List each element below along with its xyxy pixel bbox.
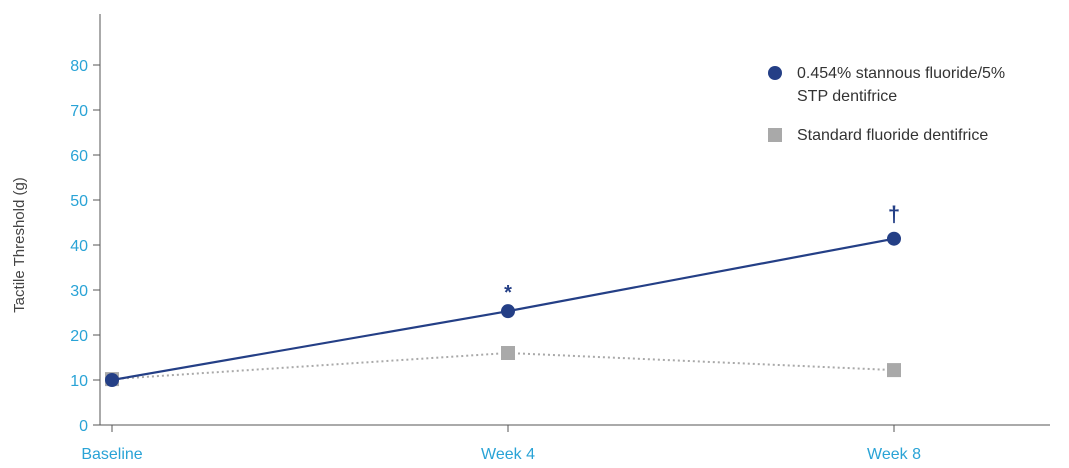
series-1-segment bbox=[111, 352, 509, 381]
series-1 bbox=[105, 346, 901, 387]
series-0-point bbox=[501, 304, 515, 319]
series-0-segment bbox=[111, 310, 509, 382]
x-tick-label: Week 8 bbox=[867, 446, 921, 463]
y-axis-ticks: 0 10 20 30 40 50 60 70 80 bbox=[70, 58, 100, 435]
series-0-annotation: † bbox=[888, 202, 900, 227]
series-1-segment bbox=[507, 352, 895, 372]
series-1-point bbox=[501, 346, 515, 360]
series-layer: *† bbox=[105, 202, 901, 387]
legend-item-0: 0.454% stannous fluoride/5% STP dentifric… bbox=[768, 65, 1005, 105]
series-0: *† bbox=[105, 202, 901, 387]
series-0-annotation: * bbox=[504, 282, 512, 304]
legend-label: STP dentifrice bbox=[797, 88, 897, 105]
legend-square-marker bbox=[768, 128, 782, 142]
legend-label: Standard fluoride dentifrice bbox=[797, 127, 988, 144]
legend-item-1: Standard fluoride dentifrice bbox=[768, 127, 988, 144]
series-0-point bbox=[105, 373, 119, 387]
legend-circle-marker bbox=[768, 66, 782, 80]
y-tick-label: 70 bbox=[70, 103, 88, 120]
series-0-point bbox=[887, 231, 901, 246]
y-tick-label: 10 bbox=[70, 373, 88, 390]
series-0-segment bbox=[507, 237, 895, 313]
x-axis-ticks: Baseline Week 4 Week 8 bbox=[81, 425, 921, 463]
series-1-point bbox=[887, 363, 901, 378]
legend: 0.454% stannous fluoride/5% STP dentifric… bbox=[768, 65, 1005, 144]
y-tick-label: 30 bbox=[70, 283, 88, 300]
y-axis-title: Tactile Threshold (g) bbox=[11, 177, 28, 313]
x-tick-label: Baseline bbox=[81, 446, 142, 463]
axes bbox=[99, 14, 1050, 426]
y-tick-label: 80 bbox=[70, 58, 88, 75]
y-tick-label: 0 bbox=[79, 418, 88, 435]
y-tick-label: 20 bbox=[70, 328, 88, 345]
x-tick-label: Week 4 bbox=[481, 446, 535, 463]
y-tick-label: 40 bbox=[70, 238, 88, 255]
legend-label: 0.454% stannous fluoride/5% bbox=[797, 65, 1005, 82]
y-tick-label: 60 bbox=[70, 148, 88, 165]
y-tick-label: 50 bbox=[70, 193, 88, 210]
